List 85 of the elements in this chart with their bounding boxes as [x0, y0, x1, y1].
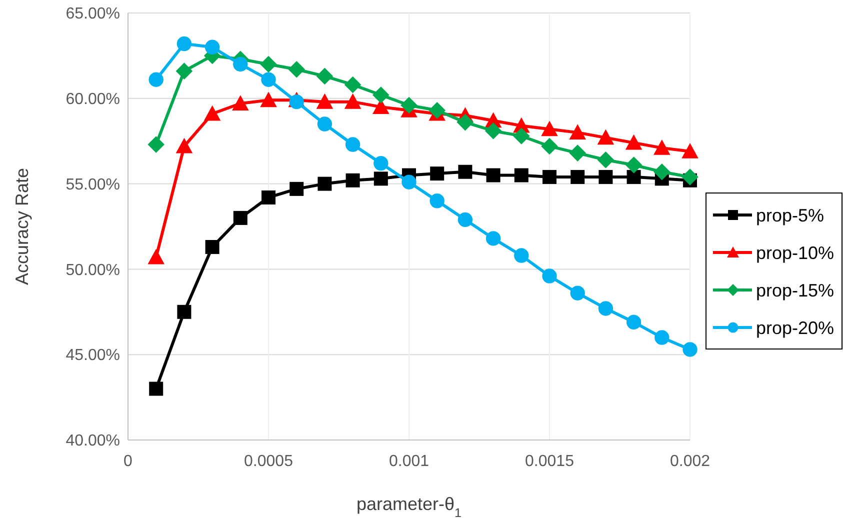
point	[402, 174, 416, 190]
point	[148, 136, 164, 153]
point	[456, 114, 474, 131]
y-tick-label: 45.00%	[66, 347, 120, 364]
x-axis-title: parameter-θ$_{1}$	[356, 494, 462, 518]
point	[290, 182, 304, 196]
point	[682, 342, 698, 357]
point	[374, 172, 388, 186]
point	[346, 173, 360, 188]
x-tick-label: 0.002	[670, 453, 710, 470]
point	[205, 240, 220, 254]
point	[514, 248, 529, 263]
point	[625, 134, 642, 150]
point	[542, 268, 557, 284]
point	[345, 137, 360, 152]
point	[682, 142, 698, 158]
point	[318, 176, 332, 191]
point	[400, 96, 418, 114]
point	[430, 166, 444, 181]
point	[344, 76, 362, 94]
point	[176, 36, 192, 52]
point	[316, 68, 334, 85]
point	[654, 330, 670, 345]
point	[542, 170, 556, 184]
point	[626, 170, 641, 184]
point	[176, 62, 193, 80]
point	[430, 194, 444, 208]
point	[484, 122, 502, 140]
point	[176, 138, 193, 154]
x-tick-label: 0	[124, 453, 133, 470]
point	[626, 314, 642, 330]
point	[177, 304, 192, 319]
y-tick-label: 65.00%	[66, 6, 120, 23]
legend-label: prop-10%	[756, 242, 834, 263]
y-tick-label: 50.00%	[66, 262, 120, 279]
y-axis-title: Accuracy Rate	[12, 168, 32, 286]
point	[428, 102, 446, 119]
point	[260, 56, 277, 73]
point	[372, 86, 390, 104]
point	[570, 170, 585, 184]
point	[569, 144, 586, 162]
point	[654, 163, 670, 180]
point	[232, 95, 249, 111]
y-tick-label: 40.00%	[66, 432, 120, 450]
point	[458, 212, 473, 228]
point	[261, 72, 276, 87]
point	[486, 231, 501, 246]
point	[682, 168, 698, 186]
point	[541, 120, 558, 136]
x-tick-label: 0.001	[388, 453, 430, 470]
x-tick-label: 0.0005	[244, 453, 294, 470]
point	[570, 286, 585, 300]
point	[625, 156, 642, 174]
point	[597, 129, 614, 145]
point	[513, 128, 530, 144]
point	[233, 56, 248, 72]
y-tick-label: 60.00%	[66, 91, 120, 108]
point	[458, 164, 472, 179]
point	[569, 124, 586, 140]
legend-label: prop-20%	[756, 318, 834, 338]
point	[262, 190, 276, 204]
point	[654, 140, 670, 155]
point	[597, 151, 614, 168]
point	[486, 168, 500, 182]
y-tick-label: 55.00%	[66, 176, 120, 194]
point	[288, 60, 305, 78]
point	[514, 168, 528, 182]
point	[317, 116, 332, 132]
point	[149, 382, 164, 396]
point	[233, 210, 248, 225]
point	[204, 105, 221, 121]
point	[148, 248, 164, 264]
point	[598, 301, 614, 316]
legend-label: prop-5%	[756, 205, 824, 226]
x-tick-label: 0.0015	[525, 453, 574, 470]
point	[204, 40, 220, 55]
point	[541, 138, 558, 155]
point	[289, 94, 304, 110]
point	[344, 93, 362, 109]
point	[598, 170, 613, 184]
point	[316, 93, 334, 109]
point	[374, 156, 388, 171]
point	[148, 72, 164, 87]
legend-label: prop-15%	[756, 280, 834, 300]
point	[260, 92, 277, 108]
